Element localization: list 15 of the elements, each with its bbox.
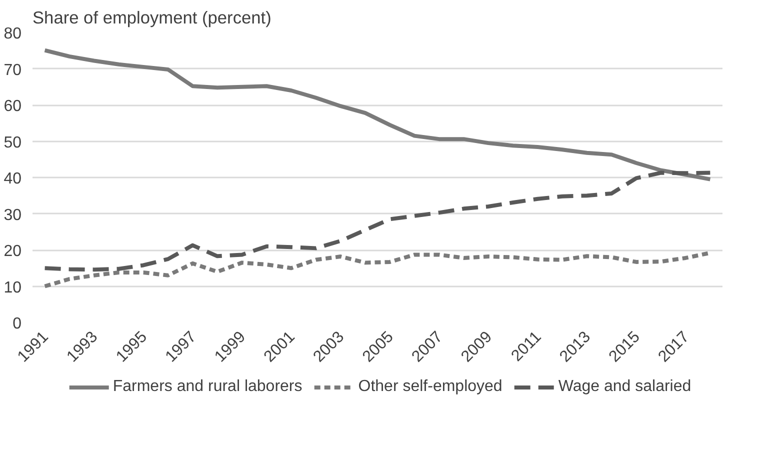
y-tick-label: 60 [4,98,22,115]
y-tick-label: 70 [4,62,22,79]
y-tick-label: 20 [4,243,22,260]
legend-label: Other self-employed [358,378,502,396]
line-series [42,48,712,182]
y-axis-title: Share of employment (percent) [32,8,272,28]
y-tick-label: 30 [4,206,22,224]
line-series [42,170,712,272]
y-tick-label: 40 [4,170,22,188]
y-tick-label: 50 [4,134,22,152]
legend-label: Wage and salaried [558,378,692,396]
legend-label: Farmers and rural laborers [112,378,302,396]
y-tick-label: 80 [4,26,22,42]
y-tick-label: 10 [4,279,22,296]
y-tick-label: 0 [12,316,22,332]
